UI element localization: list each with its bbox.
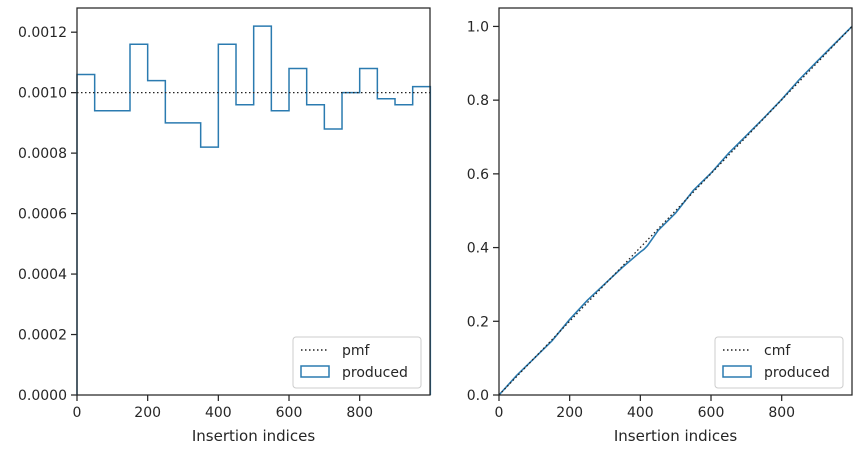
y-tick-label: 0.0002 [18, 328, 67, 344]
y-tick-label: 0.2 [467, 314, 489, 330]
x-tick-label: 200 [134, 405, 161, 421]
y-tick-label: 0.0012 [18, 25, 67, 41]
y-tick-label: 0.8 [467, 93, 489, 109]
legend-produced-swatch [300, 365, 330, 378]
legend-cmf-label: cmf [764, 343, 791, 359]
cmf-reference-line [498, 25, 853, 396]
axes-ticks: 0 200 400 600 800 0.0000 0.0002 0.0004 0.0006 0.0… [18, 25, 373, 421]
axes-frame [76, 7, 431, 396]
x-tick-label: 600 [698, 405, 725, 421]
y-tick-label: 0.0004 [18, 267, 67, 283]
y-tick-label: 0.0000 [18, 388, 67, 404]
y-tick-label: 0.0006 [18, 207, 67, 223]
x-tick-label: 0 [73, 405, 82, 421]
y-tick-label: 0.0010 [18, 86, 67, 102]
cmf-panel: 0 200 400 600 800 0.0 0.2 0.4 0.6 0.8 1.0 Insertio… [467, 7, 853, 445]
x-tick-label: 400 [205, 405, 232, 421]
x-tick-label: 0 [495, 405, 504, 421]
x-tick-label: 600 [276, 405, 303, 421]
y-tick-label: 0.0 [467, 388, 489, 404]
x-tick-label: 800 [346, 405, 373, 421]
plot-area [76, 25, 432, 395]
legend-pmf-label: pmf [342, 343, 371, 359]
legend-produced-label: produced [342, 365, 408, 381]
axes-ticks: 0 200 400 600 800 0.0 0.2 0.4 0.6 0.8 1.0 [467, 19, 795, 421]
legend: cmf produced [714, 336, 844, 389]
y-tick-label: 0.4 [467, 241, 489, 257]
x-tick-label: 200 [556, 405, 583, 421]
x-axis-label: Insertion indices [614, 427, 737, 445]
y-tick-label: 0.0008 [18, 146, 67, 162]
legend: pmf produced [292, 336, 422, 389]
legend-produced-label: produced [764, 365, 830, 381]
x-axis-label: Insertion indices [192, 427, 315, 445]
produced-histogram-step [76, 25, 432, 395]
pmf-histogram-panel: 0 200 400 600 800 0.0000 0.0002 0.0004 0.0006 0.0… [18, 7, 432, 445]
x-tick-label: 800 [768, 405, 795, 421]
legend-produced-swatch [722, 365, 752, 378]
plot-area [498, 25, 853, 396]
y-tick-label: 1.0 [467, 19, 489, 35]
y-tick-label: 0.6 [467, 167, 489, 183]
x-tick-label: 400 [627, 405, 654, 421]
axes-frame [498, 7, 853, 396]
produced-cumulative-line [498, 25, 853, 396]
